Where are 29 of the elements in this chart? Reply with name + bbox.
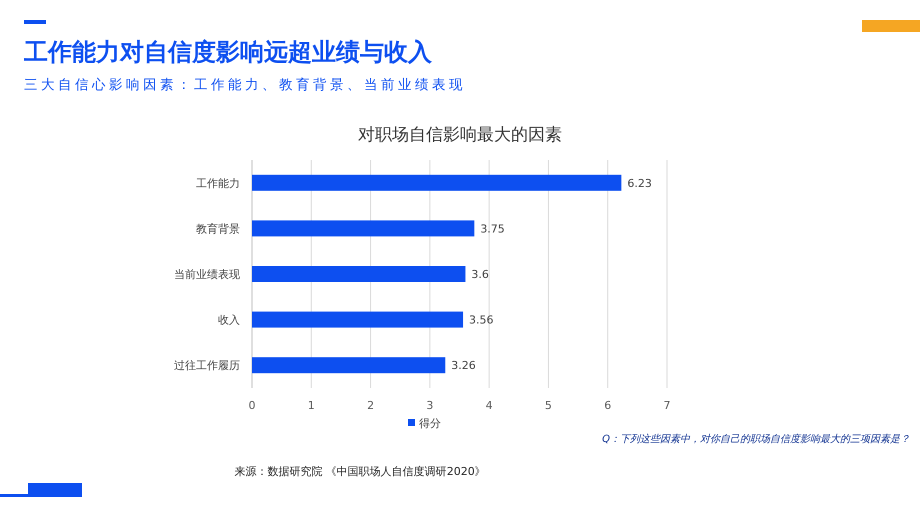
bar	[252, 357, 446, 374]
chart-subtitle: 三大自信心影响因素：工作能力、教育背景、当前业绩表现	[24, 76, 466, 93]
text: Q：下列这些因素中，对你自己的职场自信度影响最大的三项因素是？	[602, 433, 910, 445]
y-tick-label: 工作能力	[196, 176, 240, 190]
data-label: 3.26	[451, 359, 476, 372]
x-tick-label: 0	[248, 399, 256, 412]
x-tick-label: 2	[367, 399, 374, 412]
bar	[252, 220, 474, 236]
text: 对职场自信影响最大的因素	[358, 125, 562, 145]
y-tick-label: 收入	[218, 314, 240, 327]
y-tick-label: 过往工作履历	[174, 359, 240, 372]
x-tick-label: 4	[486, 399, 493, 412]
source-note: 来源：数据研究院 《中国职场人自信度调研2020》	[234, 465, 486, 478]
x-tick-label: 6	[604, 399, 612, 412]
x-tick-label: 3	[426, 399, 434, 412]
x-tick-label: 1	[308, 399, 315, 412]
legend-label: 得分	[419, 417, 441, 430]
data-label: 3.75	[480, 222, 505, 236]
data-label: 3.6	[471, 268, 489, 281]
bar	[252, 266, 466, 282]
x-tick-label: 5	[544, 399, 552, 412]
data-label: 3.56	[469, 314, 494, 327]
chart-title: 工作能力对自信度影响远超业绩与收入	[23, 38, 433, 66]
bar	[252, 312, 464, 328]
y-tick-label: 教育背景	[196, 222, 240, 236]
x-tick-label: 7	[664, 399, 670, 412]
y-tick-label: 当前业绩表现	[174, 268, 240, 281]
bar	[252, 174, 622, 191]
data-label: 6.23	[627, 176, 652, 190]
